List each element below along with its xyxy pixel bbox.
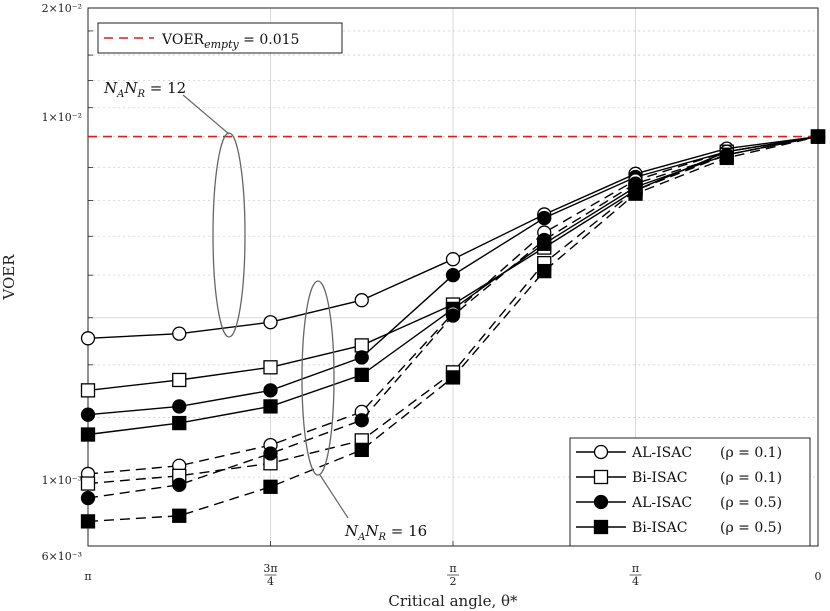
x-tick-numerator: π	[632, 562, 639, 575]
y-tick-label-mid: 1×10⁻²	[42, 111, 82, 124]
y-tick-label-bottom: 6×10⁻³	[42, 550, 82, 563]
data-point	[172, 326, 187, 341]
legend-rho: (ρ = 0.5)	[720, 495, 782, 511]
annotation-12: NANR = 12	[103, 79, 186, 100]
series-group	[80, 129, 826, 529]
series-6	[80, 129, 826, 506]
data-point	[80, 476, 96, 491]
legend-rho: (ρ = 0.5)	[720, 520, 782, 536]
legend-name: Bi-ISAC	[632, 520, 687, 536]
data-point	[354, 350, 369, 365]
data-point	[445, 370, 461, 385]
data-point	[445, 308, 461, 323]
data-point	[354, 413, 369, 428]
data-point	[80, 331, 96, 346]
y-tick-label-top: 2×10⁻²	[42, 2, 82, 15]
legend-name: AL-ISAC	[631, 445, 692, 461]
x-tick-numerator: 3π	[263, 562, 277, 575]
annotation-16: NANR = 16	[344, 522, 427, 543]
x-axis-label: Critical angle, θ*	[388, 592, 518, 610]
x-tick-denominator: 2	[449, 575, 456, 588]
x-tick-numerator: π	[449, 562, 456, 575]
data-point	[172, 508, 187, 523]
data-point	[263, 479, 278, 494]
group-12-leader	[182, 94, 230, 135]
x-tick-label: π	[84, 570, 91, 583]
data-point	[354, 338, 369, 353]
data-point	[263, 446, 278, 461]
data-point	[80, 427, 96, 442]
data-point	[354, 293, 369, 308]
legend-entry-1: Bi-ISAC (ρ = 0.1)	[576, 469, 782, 486]
y-tick-label-mid-low: 1×10⁻³	[42, 474, 82, 487]
legend: AL-ISAC (ρ = 0.1) Bi-ISAC (ρ = 0.1) AL-ISAC (…	[569, 437, 811, 547]
legend-box	[569, 437, 811, 547]
data-point	[172, 372, 187, 388]
x-tick-denominator: 4	[632, 575, 639, 588]
data-point	[354, 367, 369, 383]
y-axis-label: VOER	[0, 254, 18, 301]
data-point	[354, 442, 369, 458]
x-tick-denominator: 4	[267, 575, 274, 588]
x-tick-label: π2	[446, 562, 459, 588]
legend-rho: (ρ = 0.1)	[720, 470, 782, 486]
reference-legend-label: VOERempty = 0.015	[161, 32, 299, 51]
data-point	[263, 360, 278, 375]
data-point	[445, 267, 461, 283]
data-point	[263, 315, 278, 330]
legend-marker	[593, 444, 609, 460]
y-tick-labels: 2×10⁻² 1×10⁻² 1×10⁻³ 6×10⁻³	[42, 2, 82, 563]
x-tick-label: 3π4	[263, 562, 277, 588]
data-point	[172, 415, 187, 431]
legend-entry-0: AL-ISAC (ρ = 0.1)	[576, 444, 782, 461]
data-point	[263, 399, 278, 414]
legend-name: Bi-ISAC	[632, 470, 687, 486]
data-point	[172, 477, 187, 492]
group-16-ellipse	[301, 280, 335, 476]
reference-line-group: VOERempty = 0.015	[88, 22, 818, 138]
legend-entry-3: Bi-ISAC (ρ = 0.5)	[576, 519, 782, 536]
legend-entry-2: AL-ISAC (ρ = 0.5)	[576, 494, 782, 511]
series-7	[80, 129, 826, 529]
data-point	[80, 383, 96, 398]
x-tick-label: 0	[815, 570, 822, 583]
data-point	[80, 407, 96, 422]
data-point	[172, 399, 187, 414]
data-point	[80, 490, 96, 506]
data-point	[80, 514, 96, 529]
legend-marker	[593, 519, 609, 535]
legend-marker	[593, 469, 609, 485]
data-point	[263, 383, 278, 398]
group-12-ellipse	[212, 132, 246, 338]
legend-rho: (ρ = 0.1)	[720, 445, 782, 461]
legend-name: AL-ISAC	[631, 495, 692, 511]
data-point	[537, 210, 552, 226]
group-16-leader	[319, 474, 349, 519]
data-point	[719, 150, 734, 166]
data-point	[628, 186, 643, 201]
legend-marker	[593, 494, 609, 510]
data-point	[537, 263, 552, 279]
data-point	[445, 252, 461, 267]
data-point	[810, 129, 826, 144]
annotations: NANR = 12 NANR = 16	[103, 79, 427, 543]
data-point	[537, 232, 552, 248]
x-tick-label: π4	[629, 562, 642, 588]
